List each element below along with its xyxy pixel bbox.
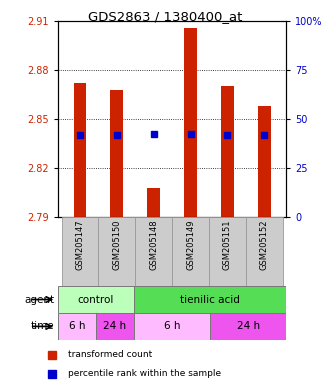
Bar — [73, 83, 86, 217]
Text: GDS2863 / 1380400_at: GDS2863 / 1380400_at — [88, 10, 243, 23]
Bar — [58, 313, 96, 340]
Text: control: control — [78, 295, 114, 305]
Bar — [184, 28, 197, 217]
Text: 6 h: 6 h — [69, 321, 85, 331]
Bar — [135, 217, 172, 286]
Bar — [221, 86, 234, 217]
Text: 6 h: 6 h — [164, 321, 180, 331]
Text: 24 h: 24 h — [237, 321, 260, 331]
Text: tienilic acid: tienilic acid — [180, 295, 240, 305]
Bar — [111, 89, 123, 217]
Bar — [210, 313, 286, 340]
Bar — [209, 217, 246, 286]
Text: percentile rank within the sample: percentile rank within the sample — [68, 369, 221, 378]
Text: transformed count: transformed count — [68, 351, 152, 359]
Bar — [96, 313, 134, 340]
Bar — [134, 286, 286, 313]
Text: GSM205148: GSM205148 — [149, 219, 158, 270]
Text: GSM205150: GSM205150 — [112, 219, 121, 270]
Text: GSM205151: GSM205151 — [223, 219, 232, 270]
Text: GSM205147: GSM205147 — [75, 219, 84, 270]
Text: GSM205149: GSM205149 — [186, 219, 195, 270]
Text: time: time — [31, 321, 55, 331]
Bar — [98, 217, 135, 286]
Bar — [172, 217, 209, 286]
Text: GSM205152: GSM205152 — [260, 219, 269, 270]
Bar — [246, 217, 283, 286]
Bar — [62, 217, 98, 286]
Text: agent: agent — [24, 295, 55, 305]
Bar — [58, 286, 134, 313]
Bar — [134, 313, 210, 340]
Bar — [147, 187, 160, 217]
Text: 24 h: 24 h — [104, 321, 126, 331]
Bar — [258, 106, 271, 217]
